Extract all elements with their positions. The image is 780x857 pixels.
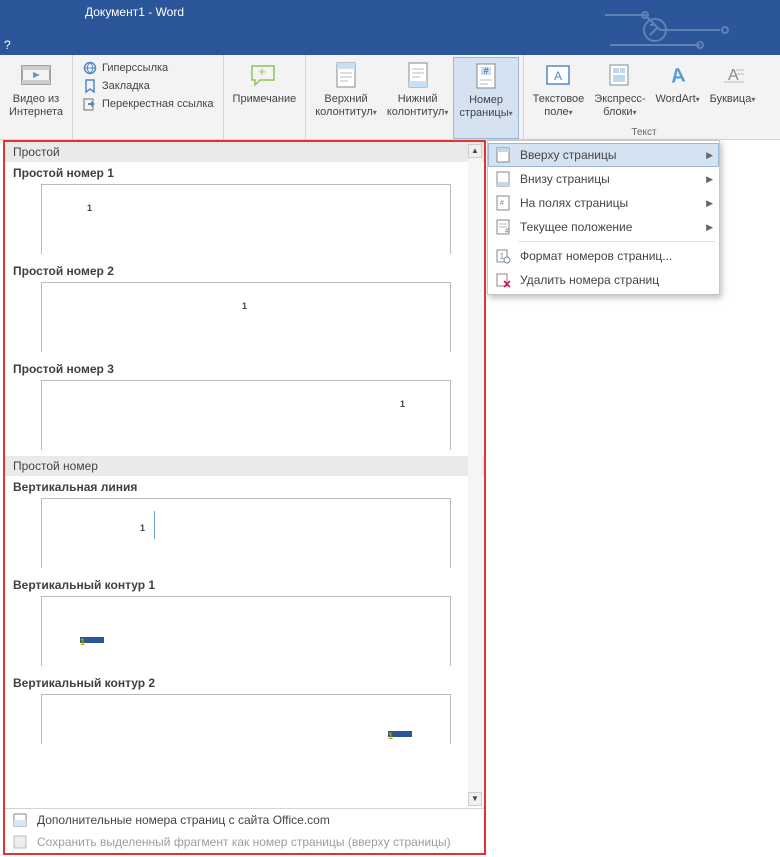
page-number-button[interactable]: # Номер страницы: [453, 57, 518, 139]
menu-page-margins[interactable]: # На полях страницы ▶: [488, 191, 719, 215]
comment-icon: +: [248, 59, 280, 91]
save-icon: [11, 833, 29, 851]
gallery-header-simple: Простой: [5, 142, 484, 162]
svg-text:#: #: [505, 228, 509, 235]
save-selection-button: Сохранить выделенный фрагмент как номер …: [5, 831, 484, 853]
title-decoration: [600, 0, 780, 55]
group-media: Видео из Интернета: [0, 55, 73, 139]
scroll-down-button[interactable]: ▼: [468, 792, 482, 806]
office-icon: [11, 811, 29, 829]
top-icon: [494, 146, 512, 164]
hyperlink-icon: [82, 60, 98, 76]
header-icon: [330, 59, 362, 91]
submenu-arrow-icon: ▶: [706, 198, 713, 209]
gallery-scrollbar[interactable]: ▲ ▼: [468, 144, 482, 806]
svg-text:+: +: [259, 64, 267, 79]
preview: 1: [41, 184, 451, 254]
current-icon: #: [494, 218, 512, 236]
group-header-footer: Верхний колонтитул Нижний колонтитул # Н…: [306, 55, 523, 139]
gallery-item[interactable]: Вертикальный контур 2: [5, 672, 484, 750]
page-number-icon: #: [470, 60, 502, 92]
preview: 1: [41, 498, 451, 568]
gallery-item[interactable]: Простой номер 1 1: [5, 162, 484, 260]
submenu-arrow-icon: ▶: [706, 150, 713, 161]
submenu-arrow-icon: ▶: [706, 174, 713, 185]
tell-me-prompt: ?: [4, 38, 11, 52]
gallery-item[interactable]: Простой номер 2 1: [5, 260, 484, 358]
bookmark-icon: [82, 78, 98, 94]
scroll-track[interactable]: [468, 158, 482, 792]
title-bar: Документ1 - Word ?: [0, 0, 780, 55]
footer-button[interactable]: Нижний колонтитул: [382, 57, 454, 139]
margins-icon: #: [494, 194, 512, 212]
page-number-menu: Вверху страницы ▶ Внизу страницы ▶ # На …: [487, 140, 720, 295]
comment-button[interactable]: + Примечание: [228, 57, 302, 139]
menu-top-of-page[interactable]: Вверху страницы ▶: [488, 143, 719, 167]
menu-bottom-of-page[interactable]: Внизу страницы ▶: [488, 167, 719, 191]
page-number-gallery: Простой Простой номер 1 1 Простой номер …: [3, 140, 486, 855]
wordart-icon: A: [662, 59, 694, 91]
textbox-icon: A: [542, 59, 574, 91]
bottom-icon: [494, 170, 512, 188]
gallery-item[interactable]: Вертикальный контур 1 .gal-item:nth-of-t…: [5, 574, 484, 672]
preview: 1: [41, 380, 451, 450]
quickparts-icon: [604, 59, 636, 91]
bookmark-button[interactable]: Закладка: [79, 77, 217, 95]
ribbon: Видео из Интернета Гиперссылка Закладка …: [0, 55, 780, 140]
wordart-button[interactable]: A WordArt: [650, 57, 704, 139]
video-icon: [20, 59, 52, 91]
window-title: Документ1 - Word: [85, 5, 184, 19]
preview: .gal-item:nth-of-type(6) .vbox::after{le…: [41, 596, 451, 666]
group-comments: + Примечание: [224, 55, 307, 139]
format-icon: 1: [494, 247, 512, 265]
menu-format-numbers[interactable]: 1 Формат номеров страниц...: [488, 244, 719, 268]
group-text-label: Текст: [631, 127, 656, 138]
remove-icon: [494, 271, 512, 289]
preview: [41, 694, 451, 744]
header-button[interactable]: Верхний колонтитул: [310, 57, 382, 139]
crossref-icon: [82, 96, 98, 112]
gallery-body: Простой Простой номер 1 1 Простой номер …: [5, 142, 484, 808]
menu-separator: [518, 241, 715, 242]
gallery-item[interactable]: Вертикальная линия 1: [5, 476, 484, 574]
footer-icon: [402, 59, 434, 91]
workspace: Вверху страницы ▶ Внизу страницы ▶ # На …: [0, 140, 780, 857]
svg-text:A: A: [669, 64, 686, 87]
textbox-button[interactable]: A Текстовое поле: [528, 57, 590, 139]
gallery-footer: Дополнительные номера страниц с сайта Of…: [5, 808, 484, 853]
svg-text:A: A: [554, 69, 562, 83]
dropcap-icon: A: [717, 59, 749, 91]
scroll-up-button[interactable]: ▲: [468, 144, 482, 158]
svg-text:#: #: [500, 200, 504, 207]
group-links: Гиперссылка Закладка Перекрестная ссылка: [73, 55, 224, 139]
gallery-header-simple-num: Простой номер: [5, 456, 484, 476]
preview: 1: [41, 282, 451, 352]
more-from-office-button[interactable]: Дополнительные номера страниц с сайта Of…: [5, 809, 484, 831]
gallery-item[interactable]: Простой номер 3 1: [5, 358, 484, 456]
submenu-arrow-icon: ▶: [706, 222, 713, 233]
group-text: A Текстовое поле Экспресс- блоки A WordA…: [524, 55, 765, 139]
dropcap-button[interactable]: A Буквица: [705, 57, 761, 139]
online-video-button[interactable]: Видео из Интернета: [4, 57, 68, 139]
menu-current-position[interactable]: # Текущее положение ▶: [488, 215, 719, 239]
svg-text:#: #: [484, 66, 489, 76]
menu-remove-numbers[interactable]: Удалить номера страниц: [488, 268, 719, 292]
crossref-button[interactable]: Перекрестная ссылка: [79, 95, 217, 113]
hyperlink-button[interactable]: Гиперссылка: [79, 59, 217, 77]
